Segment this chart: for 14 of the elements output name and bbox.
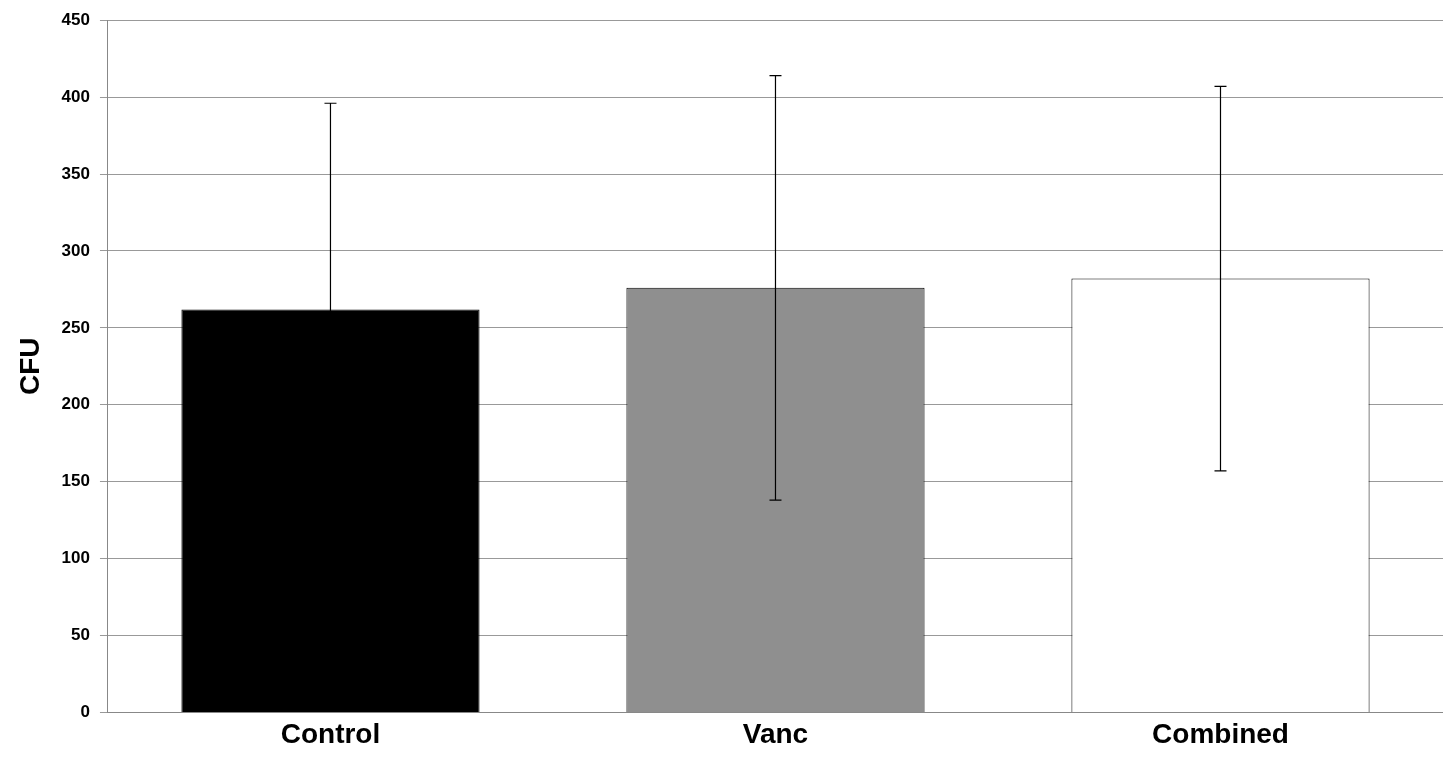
y-tick-label: 200 — [61, 394, 90, 414]
y-tick-label: 450 — [61, 9, 90, 29]
x-tick-label: Control — [280, 717, 381, 749]
y-tick-label: 250 — [61, 317, 90, 337]
y-tick-label: 50 — [71, 625, 90, 645]
y-tick-label: 400 — [61, 86, 90, 106]
x-tick-label: Combined — [1152, 717, 1289, 749]
x-tick-label: Vanc — [742, 717, 809, 749]
y-tick-label: 100 — [61, 548, 90, 568]
y-tick-label: 350 — [61, 163, 90, 183]
y-tick-label: 0 — [80, 702, 90, 722]
y-tick-label: 150 — [61, 471, 90, 491]
y-tick-label: 300 — [61, 240, 90, 260]
y-axis-title: CFU — [13, 337, 45, 396]
